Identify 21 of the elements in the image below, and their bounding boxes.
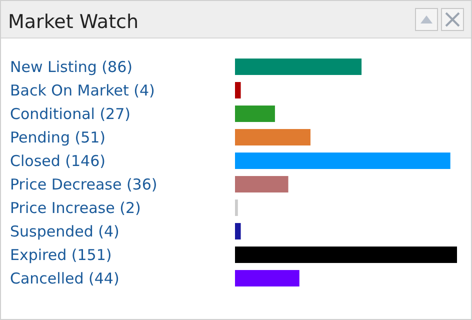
y-tick-label: New Listing (86) <box>10 58 132 76</box>
bar <box>235 58 362 75</box>
bar <box>235 270 300 286</box>
y-tick-label: Pending (51) <box>10 128 106 146</box>
y-tick-label: Expired (151) <box>10 246 112 264</box>
bar <box>235 223 241 240</box>
y-tick-label: Closed (146) <box>10 152 106 170</box>
y-tick-label: Suspended (4) <box>10 222 120 240</box>
text: Market Watch <box>8 11 139 33</box>
y-tick-label: Price Decrease (36) <box>10 176 158 194</box>
bar <box>235 82 241 98</box>
bar <box>235 152 450 169</box>
y-tick-label: Cancelled (44) <box>10 270 120 288</box>
bar <box>235 200 238 216</box>
y-tick-label: Price Increase (2) <box>10 199 141 217</box>
bar <box>235 246 457 263</box>
bar <box>235 106 275 122</box>
y-tick-label: Conditional (27) <box>10 105 130 123</box>
bar <box>235 129 310 146</box>
y-tick-label: Back On Market (4) <box>10 82 155 100</box>
bar <box>235 176 288 192</box>
